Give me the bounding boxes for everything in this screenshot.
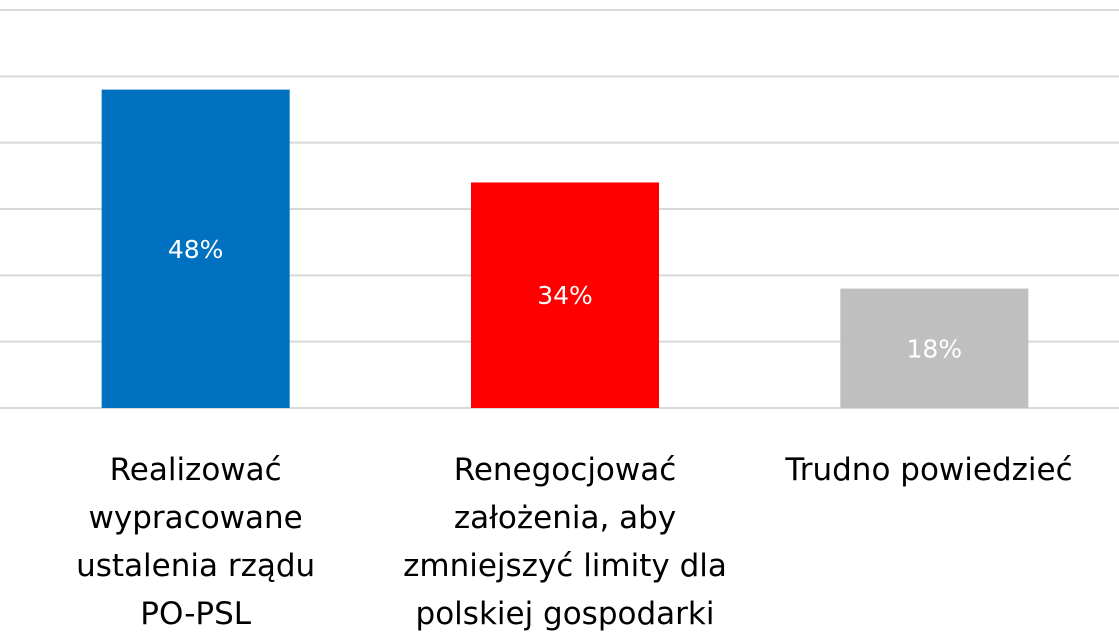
bar: [471, 182, 659, 408]
bar: [840, 288, 1029, 408]
bar: [101, 89, 290, 408]
value-label: 18%: [907, 334, 963, 363]
x-tick-label: Realizować wypracowane ustalenia rządu P…: [76, 452, 316, 632]
value-label: 48%: [168, 235, 224, 264]
value-label: 34%: [537, 281, 593, 310]
x-tick-label: Trudno powiedzieć: [785, 452, 1073, 488]
x-tick-label: Renegocjować założenia, aby zmniejszyć l…: [403, 452, 727, 632]
